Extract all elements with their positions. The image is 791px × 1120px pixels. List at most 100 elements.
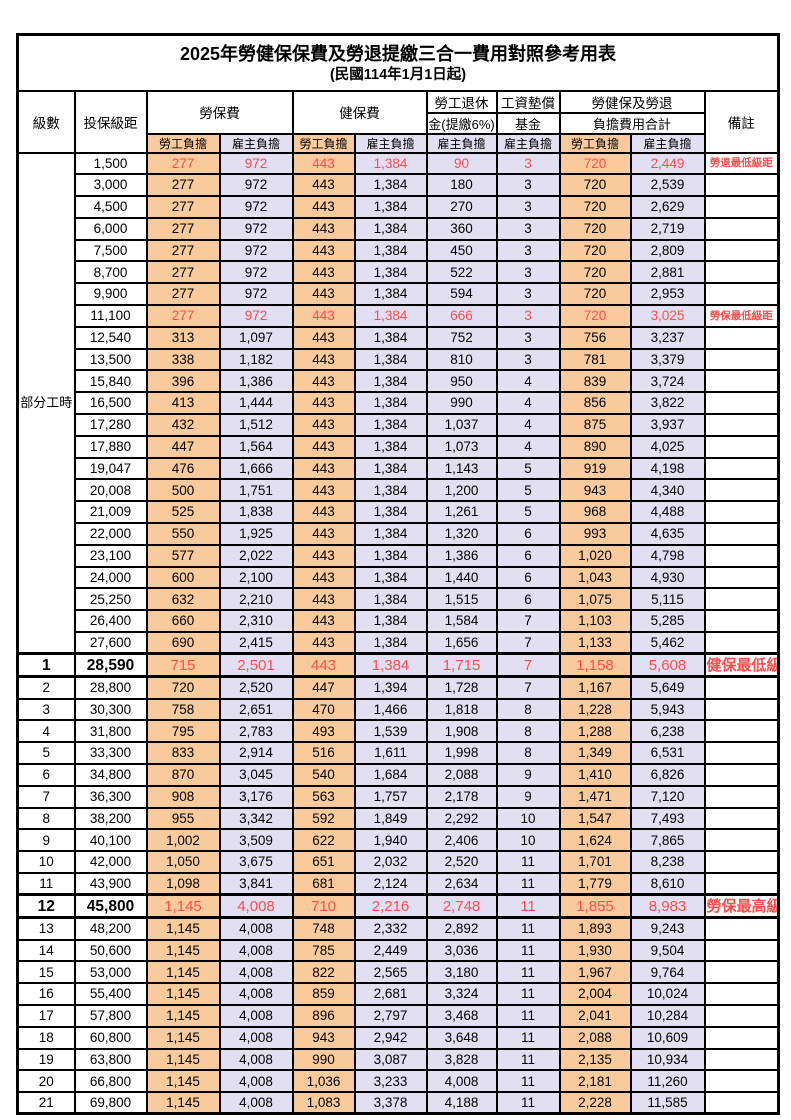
bracket-cell: 50,600 bbox=[73, 938, 148, 963]
value-cell: 1,584 bbox=[425, 609, 498, 634]
value-cell: 11 bbox=[495, 960, 561, 985]
value-cell: 90 bbox=[425, 151, 498, 176]
value-cell: 1,440 bbox=[425, 565, 498, 590]
value-cell: 10 bbox=[495, 806, 561, 831]
table-row: 24,000 600 2,100 443 1,384 1,440 6 1,043 4,930 bbox=[18, 565, 780, 590]
value-cell: 632 bbox=[145, 587, 221, 612]
value-cell: 8,983 bbox=[629, 893, 706, 920]
level-cell: 6 bbox=[16, 763, 76, 787]
col-header-pension-line1: 勞工退休 bbox=[425, 89, 498, 114]
table-row: 9,900 277 972 443 1,384 594 3 720 2,953 bbox=[18, 282, 780, 307]
value-cell: 516 bbox=[291, 741, 356, 766]
fee-reference-table: 2025年勞健保保費及勞退提繳三合一費用對照參考用表 (民國114年1月1日起)… bbox=[16, 33, 781, 1116]
value-cell: 11 bbox=[495, 850, 561, 874]
remark-cell bbox=[703, 478, 780, 503]
value-cell: 277 bbox=[145, 304, 221, 328]
level-cell: 17 bbox=[16, 1003, 76, 1028]
value-cell: 2,520 bbox=[218, 675, 294, 700]
value-cell: 6 bbox=[495, 543, 561, 568]
bracket-cell: 19,047 bbox=[73, 456, 148, 481]
subheader-pension-employer: 雇主負擔 bbox=[425, 132, 498, 154]
bracket-cell: 17,880 bbox=[73, 434, 148, 459]
value-cell: 2,292 bbox=[425, 806, 498, 831]
table-row: 21 69,800 1,145 4,008 1,083 3,378 4,188 11 2,228… bbox=[16, 1091, 780, 1115]
value-cell: 3,841 bbox=[218, 872, 294, 896]
page-title: 2025年勞健保保費及勞退提繳三合一費用對照參考用表 bbox=[180, 44, 617, 64]
table-row: 17,880 447 1,564 443 1,384 1,073 4 890 4,025 bbox=[18, 434, 780, 459]
value-cell: 8 bbox=[495, 719, 561, 744]
value-cell: 450 bbox=[425, 238, 498, 263]
value-cell: 1,200 bbox=[425, 478, 498, 503]
value-cell: 10,609 bbox=[629, 1025, 706, 1050]
value-cell: 1,624 bbox=[558, 828, 632, 853]
table-row: 9 40,100 1,002 3,509 622 1,940 2,406 10 1,624 7,8… bbox=[16, 828, 780, 853]
bracket-cell: 11,100 bbox=[73, 304, 148, 328]
col-header-wage-fund-line1: 工資墊償 bbox=[495, 89, 561, 114]
col-header-remark: 備註 bbox=[703, 89, 780, 154]
value-cell: 1,466 bbox=[353, 697, 428, 722]
table-row: 12 45,800 1,145 4,008 710 2,216 2,748 11 1,855 8,… bbox=[16, 893, 780, 920]
value-cell: 4,008 bbox=[218, 960, 294, 985]
bracket-cell: 60,800 bbox=[73, 1025, 148, 1050]
value-cell: 11 bbox=[495, 1003, 561, 1028]
value-cell: 1,384 bbox=[353, 151, 428, 176]
bracket-cell: 17,280 bbox=[73, 413, 148, 437]
table-row: 21,009 525 1,838 443 1,384 1,261 5 968 4,488 bbox=[18, 500, 780, 525]
remark-cell bbox=[703, 260, 780, 285]
value-cell: 1,384 bbox=[353, 565, 428, 590]
bracket-cell: 4,500 bbox=[73, 195, 148, 219]
value-cell: 443 bbox=[291, 347, 356, 372]
table-row: 15 53,000 1,145 4,008 822 2,565 3,180 11 1,967 9,… bbox=[16, 960, 780, 985]
value-cell: 3 bbox=[495, 260, 561, 285]
bracket-cell: 7,500 bbox=[73, 238, 148, 263]
remark-cell bbox=[703, 587, 780, 612]
value-cell: 2,332 bbox=[353, 916, 428, 941]
value-cell: 5 bbox=[495, 456, 561, 481]
value-cell: 447 bbox=[145, 434, 221, 459]
value-cell: 1,384 bbox=[353, 347, 428, 372]
value-cell: 1,384 bbox=[353, 304, 428, 328]
bracket-cell: 28,590 bbox=[73, 652, 148, 679]
value-cell: 1,103 bbox=[558, 609, 632, 634]
value-cell: 1,512 bbox=[218, 413, 294, 437]
table-row: 22,000 550 1,925 443 1,384 1,320 6 993 4,635 bbox=[18, 522, 780, 546]
remark-cell bbox=[703, 173, 780, 198]
remark-cell bbox=[703, 741, 780, 766]
value-cell: 2,520 bbox=[425, 850, 498, 874]
remark-cell bbox=[703, 828, 780, 853]
value-cell: 313 bbox=[145, 325, 221, 350]
value-cell: 1,145 bbox=[145, 893, 221, 920]
value-cell: 432 bbox=[145, 413, 221, 437]
value-cell: 1,167 bbox=[558, 675, 632, 700]
value-cell: 758 bbox=[145, 697, 221, 722]
value-cell: 4 bbox=[495, 391, 561, 416]
value-cell: 11 bbox=[495, 938, 561, 963]
value-cell: 720 bbox=[558, 260, 632, 285]
value-cell: 443 bbox=[291, 478, 356, 503]
bracket-cell: 33,300 bbox=[73, 741, 148, 766]
remark-cell bbox=[703, 719, 780, 744]
value-cell: 443 bbox=[291, 216, 356, 241]
value-cell: 4,635 bbox=[629, 522, 706, 546]
value-cell: 1,384 bbox=[353, 522, 428, 546]
col-header-health-fee: 健保費 bbox=[291, 89, 428, 135]
value-cell: 2,228 bbox=[558, 1091, 632, 1115]
value-cell: 540 bbox=[291, 763, 356, 787]
bracket-cell: 13,500 bbox=[73, 347, 148, 372]
value-cell: 1,849 bbox=[353, 806, 428, 831]
value-cell: 1,838 bbox=[218, 500, 294, 525]
value-cell: 4,008 bbox=[218, 1091, 294, 1115]
remark-cell bbox=[703, 916, 780, 941]
value-cell: 11 bbox=[495, 982, 561, 1006]
value-cell: 972 bbox=[218, 216, 294, 241]
value-cell: 3,233 bbox=[353, 1069, 428, 1094]
remark-cell bbox=[703, 1003, 780, 1028]
value-cell: 3 bbox=[495, 173, 561, 198]
bracket-cell: 45,800 bbox=[73, 893, 148, 920]
value-cell: 8 bbox=[495, 697, 561, 722]
value-cell: 3,324 bbox=[425, 982, 498, 1006]
value-cell: 1,893 bbox=[558, 916, 632, 941]
value-cell: 720 bbox=[558, 304, 632, 328]
value-cell: 972 bbox=[218, 173, 294, 198]
value-cell: 7,493 bbox=[629, 806, 706, 831]
